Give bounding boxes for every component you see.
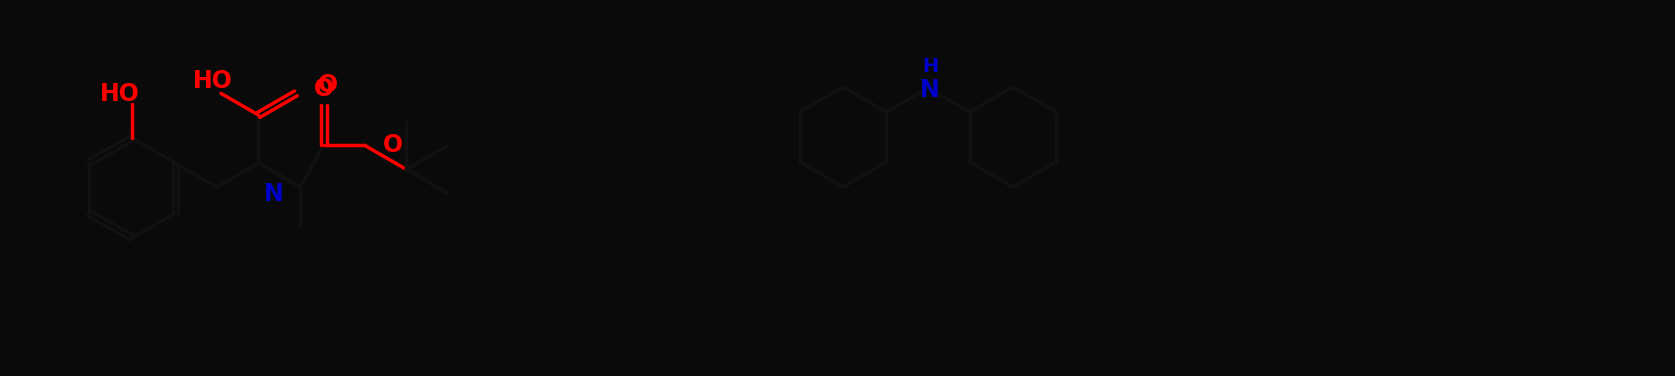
Text: O: O (313, 77, 333, 101)
Text: N: N (265, 182, 285, 206)
Text: O: O (318, 73, 338, 97)
Text: N: N (920, 78, 940, 102)
Text: O: O (384, 133, 404, 158)
Text: HO: HO (193, 70, 233, 93)
Text: HO: HO (100, 82, 141, 106)
Text: H: H (921, 56, 938, 76)
